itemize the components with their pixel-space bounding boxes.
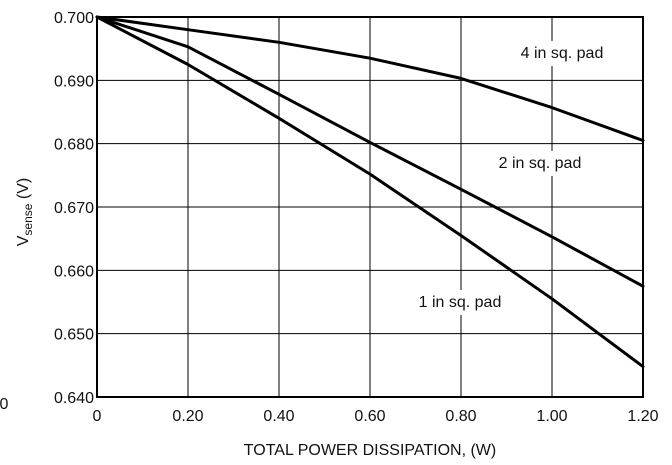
x-tick-label: 1.20 <box>627 408 658 425</box>
left-edge-zero-label: 0 <box>0 396 9 413</box>
series-label-3: 1 in sq. pad <box>419 294 502 311</box>
series-lines <box>95 15 645 369</box>
series-label-2: 2 in sq. pad <box>499 155 582 172</box>
x-tick-label: 0.40 <box>263 408 294 425</box>
series-labels: 4 in sq. pad 2 in sq. pad 1 in sq. pad <box>410 41 612 315</box>
x-tick-label: 0 <box>93 408 102 425</box>
x-tick-label: 0.80 <box>445 408 476 425</box>
y-tick-label: 0.650 <box>54 327 94 344</box>
plot-frame <box>96 16 644 398</box>
y-axis-title-unit: (V) <box>15 178 32 204</box>
series-label-background <box>512 41 612 66</box>
y-tick-label: 0.700 <box>54 10 94 27</box>
y-axis-title-main: V <box>15 235 32 246</box>
y-tick-label: 0.680 <box>54 137 94 154</box>
x-axis-ticks: 0 0.20 0.40 0.60 0.80 1.00 1.20 <box>93 408 659 425</box>
series-label-background <box>490 151 590 176</box>
series-line-1 <box>95 15 645 142</box>
y-axis-ticks: 0.640 0.650 0.660 0.670 0.680 0.690 0.700 <box>54 10 94 407</box>
x-tick-label: 1.00 <box>536 408 567 425</box>
y-tick-label: 0.690 <box>54 73 94 90</box>
y-axis-title: Vsense (V) <box>15 178 35 246</box>
series-label-background <box>410 290 510 315</box>
y-tick-label: 0.670 <box>54 200 94 217</box>
y-tick-label: 0.660 <box>54 263 94 280</box>
series-label-1: 4 in sq. pad <box>521 45 604 62</box>
x-tick-label: 0.20 <box>172 408 203 425</box>
series-line-3 <box>95 15 645 369</box>
x-axis-title: TOTAL POWER DISSIPATION, (W) <box>244 442 496 459</box>
grid <box>96 16 644 398</box>
x-tick-label: 0.60 <box>354 408 385 425</box>
y-tick-label: 0.640 <box>54 390 94 407</box>
series-line-2 <box>95 15 645 288</box>
y-axis-title-subscript: sense <box>21 203 35 235</box>
